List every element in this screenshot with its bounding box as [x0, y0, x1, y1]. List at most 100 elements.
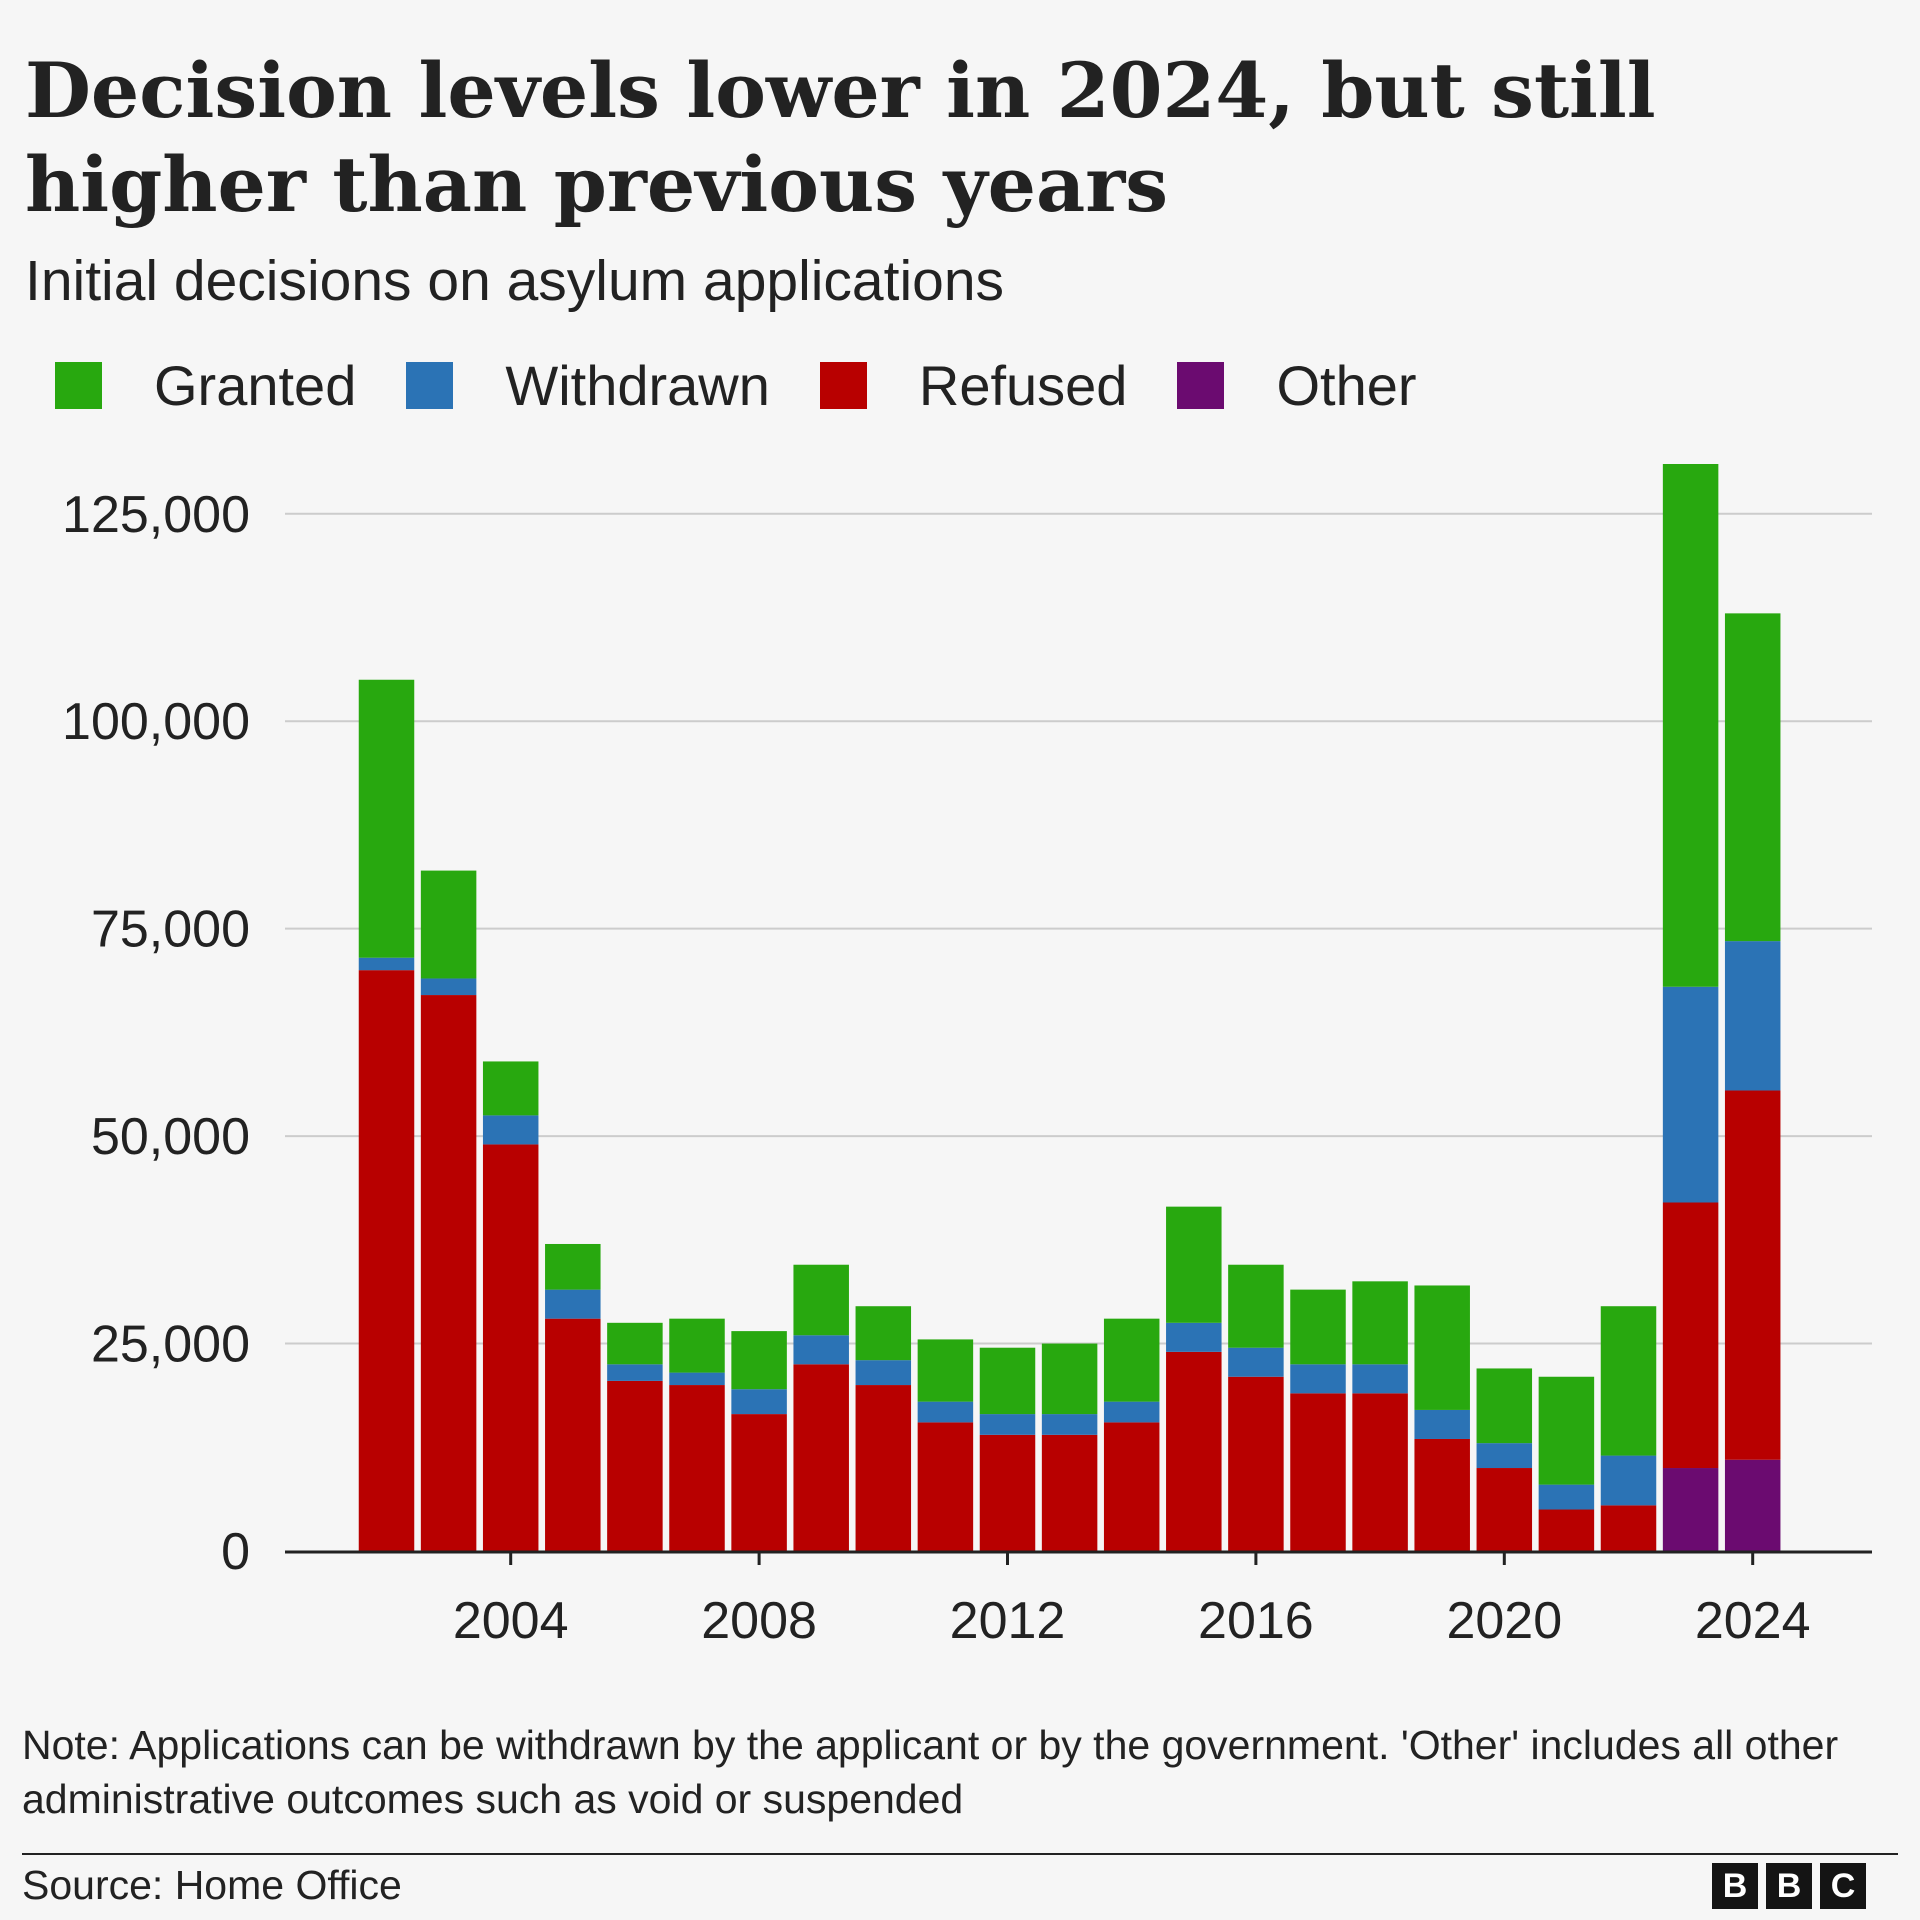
source-text: Source: Home Office [22, 1862, 402, 1908]
legend-label-granted: Granted [154, 353, 357, 417]
x-axis: 2004 2008 2012 2016 2020 2024 [285, 1550, 1872, 1650]
bar-refused-2020 [1476, 1468, 1533, 1551]
footer-divider [22, 1853, 1898, 1855]
logo-letter: B [1712, 1863, 1758, 1909]
bar-withdrawn-2011 [917, 1401, 974, 1423]
bar-refused-2008 [731, 1414, 787, 1551]
legend: Granted Withdrawn Refused Other [55, 353, 1467, 418]
y-tick-label: 125,000 [62, 486, 250, 544]
legend-label-other: Other [1276, 353, 1417, 417]
bar-refused-2009 [793, 1364, 849, 1551]
bar-withdrawn-2023 [1662, 986, 1719, 1203]
bar-granted-2007 [669, 1318, 725, 1373]
bar-refused-2013 [1041, 1434, 1098, 1551]
bbc-logo: B B C [1712, 1863, 1874, 1909]
legend-label-refused: Refused [918, 353, 1128, 417]
bar-withdrawn-2015 [1166, 1322, 1222, 1352]
y-tick-label: 75,000 [91, 901, 250, 959]
bar-other-2024 [1724, 1459, 1781, 1551]
legend-swatch-refused [819, 361, 867, 409]
bar-refused-2015 [1166, 1351, 1222, 1551]
chart-subtitle: Initial decisions on asylum applications [25, 249, 1005, 313]
x-tick-label: 2004 [453, 1592, 569, 1650]
bar-refused-2010 [855, 1385, 912, 1551]
legend-swatch-other [1177, 361, 1225, 409]
bar-withdrawn-2019 [1414, 1409, 1470, 1439]
y-tick-label: 100,000 [62, 693, 250, 751]
y-axis-labels: 0 25,000 50,000 75,000 100,000 125,000 [62, 486, 250, 1581]
bar-granted-2022 [1600, 1306, 1657, 1456]
bar-refused-2003 [420, 995, 477, 1551]
legend-swatch-granted [55, 361, 102, 409]
bar-granted-2006 [607, 1322, 663, 1365]
bar-refused-2006 [607, 1380, 663, 1551]
bar-withdrawn-2012 [979, 1414, 1036, 1435]
bar-refused-2024 [1724, 1090, 1781, 1460]
bar-granted-2012 [979, 1347, 1036, 1415]
bar-withdrawn-2021 [1538, 1484, 1595, 1510]
bar-refused-2007 [669, 1385, 725, 1551]
bar-refused-2005 [545, 1318, 601, 1551]
bar-refused-2004 [482, 1144, 539, 1551]
legend-item-other: Other [1177, 353, 1417, 418]
y-tick-label: 0 [221, 1523, 250, 1581]
bar-granted-2017 [1290, 1289, 1346, 1365]
bar-granted-2011 [917, 1339, 974, 1402]
bar-refused-2021 [1538, 1509, 1595, 1551]
legend-swatch-withdrawn [406, 361, 454, 409]
logo-letter: B [1766, 1863, 1812, 1909]
bars [358, 464, 1781, 1551]
bar-refused-2019 [1414, 1438, 1470, 1551]
legend-label-withdrawn: Withdrawn [505, 353, 770, 417]
bar-granted-2009 [793, 1264, 849, 1336]
bar-refused-2016 [1228, 1376, 1284, 1551]
bar-withdrawn-2016 [1228, 1347, 1284, 1377]
bar-withdrawn-2018 [1352, 1364, 1408, 1394]
bar-refused-2011 [917, 1422, 974, 1551]
legend-item-granted: Granted [55, 353, 356, 418]
chart-note: Note: Applications can be withdrawn by t… [22, 1722, 1839, 1822]
x-tick-label: 2024 [1695, 1592, 1811, 1650]
x-tick-label: 2012 [950, 1592, 1066, 1650]
y-tick-label: 50,000 [91, 1108, 250, 1166]
bar-granted-2020 [1476, 1368, 1533, 1444]
chart-title: Decision levels lower in 2024, but still… [25, 46, 1656, 229]
bar-withdrawn-2017 [1290, 1364, 1346, 1394]
bar-withdrawn-2013 [1041, 1414, 1098, 1435]
bar-withdrawn-2003 [420, 978, 477, 996]
legend-item-withdrawn: Withdrawn [406, 353, 770, 418]
x-tick-label: 2016 [1198, 1592, 1314, 1650]
bar-refused-2022 [1600, 1505, 1657, 1551]
bar-refused-2012 [979, 1434, 1036, 1551]
bar-granted-2018 [1352, 1281, 1408, 1365]
bar-granted-2003 [420, 870, 477, 979]
bar-refused-2002 [358, 970, 415, 1551]
bar-granted-2015 [1166, 1206, 1222, 1323]
bar-granted-2010 [855, 1306, 912, 1361]
bar-granted-2005 [545, 1243, 601, 1290]
bar-granted-2014 [1103, 1318, 1160, 1402]
bar-withdrawn-2005 [545, 1289, 601, 1319]
bar-withdrawn-2009 [793, 1335, 849, 1365]
bar-withdrawn-2024 [1724, 941, 1781, 1091]
bar-withdrawn-2022 [1600, 1455, 1657, 1506]
bar-granted-2004 [482, 1061, 539, 1116]
bar-granted-2024 [1724, 613, 1781, 942]
bar-withdrawn-2008 [731, 1389, 787, 1415]
bar-granted-2023 [1662, 464, 1719, 987]
bar-granted-2019 [1414, 1285, 1470, 1410]
bar-granted-2002 [358, 679, 415, 958]
bar-withdrawn-2002 [358, 957, 415, 971]
bar-granted-2016 [1228, 1264, 1284, 1348]
logo-letter: C [1820, 1863, 1866, 1909]
legend-item-refused: Refused [819, 353, 1128, 418]
bar-withdrawn-2010 [855, 1360, 912, 1386]
bar-other-2023 [1662, 1468, 1719, 1551]
bar-withdrawn-2006 [607, 1364, 663, 1381]
bar-withdrawn-2007 [669, 1372, 725, 1386]
bar-granted-2013 [1041, 1343, 1098, 1415]
bar-refused-2023 [1662, 1202, 1719, 1469]
bar-withdrawn-2004 [482, 1115, 539, 1145]
x-tick-label: 2020 [1446, 1592, 1562, 1650]
